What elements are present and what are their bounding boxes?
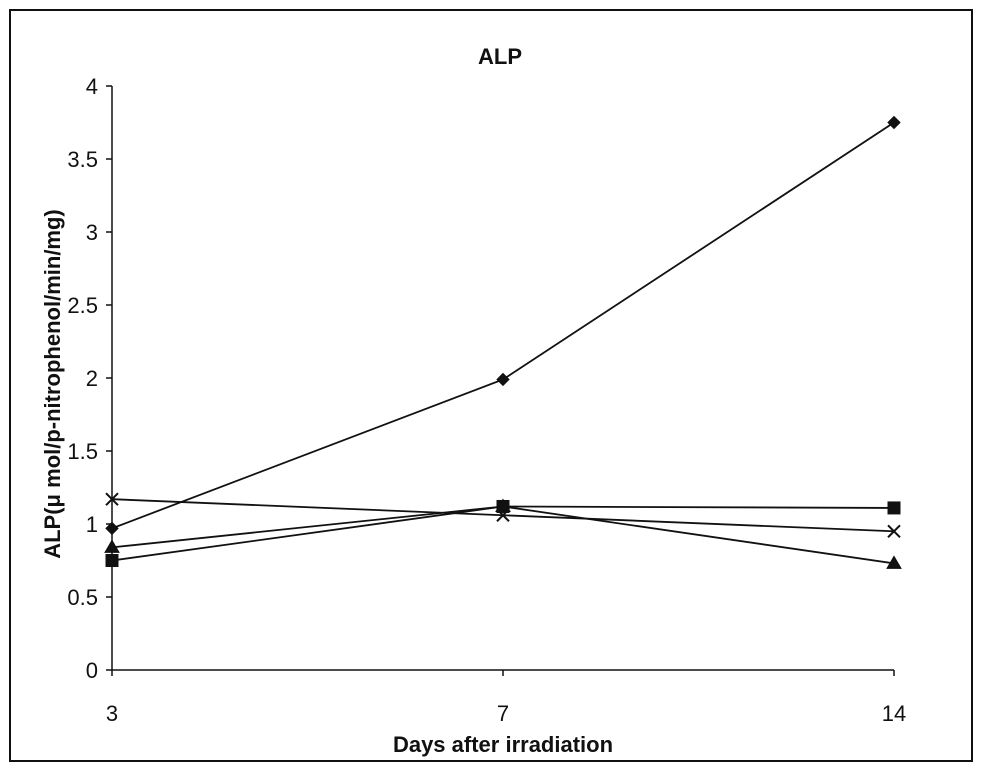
data-point-cross — [496, 508, 510, 522]
data-point-diamond — [887, 115, 901, 130]
chart-title: ALP — [478, 44, 522, 69]
series-triangle — [104, 498, 902, 569]
data-point-triangle — [104, 539, 120, 553]
series-cross — [105, 492, 901, 539]
data-point-cross — [105, 492, 119, 506]
y-tick-label: 1.5 — [67, 439, 98, 464]
x-axis-ticks: 3 7 14 — [106, 670, 906, 726]
y-tick-label: 1 — [86, 512, 98, 537]
x-tick-label: 14 — [882, 701, 906, 726]
x-tick-label: 7 — [497, 701, 509, 726]
y-tick-label: 3 — [86, 220, 98, 245]
chart-frame — [9, 9, 973, 762]
y-tick-label: 3.5 — [67, 147, 98, 172]
data-point-diamond — [105, 521, 119, 536]
y-tick-label: 0 — [86, 658, 98, 683]
data-point-cross — [887, 524, 901, 539]
y-tick-label: 4 — [86, 74, 98, 99]
y-tick-label: 2.5 — [67, 293, 98, 318]
y-axis-ticks: 0 0.5 1 1.5 2 2.5 3 3.5 4 — [67, 74, 112, 683]
y-tick-label: 0.5 — [67, 585, 98, 610]
data-point-diamond — [496, 372, 510, 387]
data-point-square — [887, 501, 901, 515]
series-diamond — [105, 115, 901, 536]
data-point-square — [105, 554, 119, 567]
data-point-triangle — [886, 555, 902, 569]
x-tick-label: 3 — [106, 701, 118, 726]
data-point-triangle — [495, 498, 511, 512]
series-layer — [104, 115, 902, 569]
y-tick-label: 2 — [86, 366, 98, 391]
x-axis-title: Days after irradiation — [393, 732, 613, 757]
y-axis-title: ALP(μ mol/p-nitrophenol/min/mg) — [40, 209, 65, 559]
